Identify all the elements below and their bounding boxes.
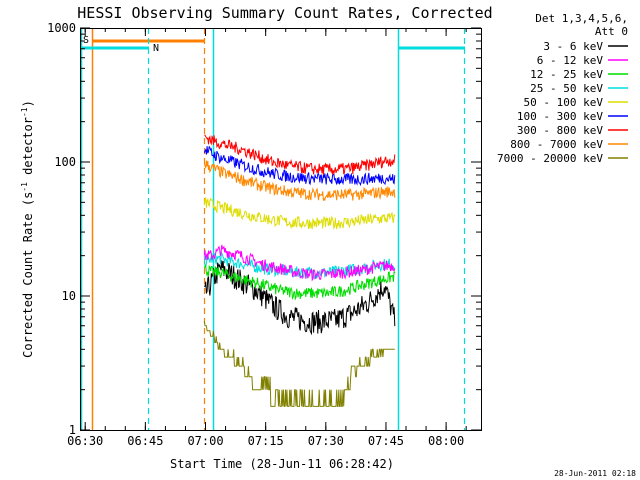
y-tick-label: 100 — [54, 155, 76, 169]
series-line — [203, 160, 396, 202]
x-tick-label: 07:15 — [248, 434, 284, 448]
legend-label: 25 - 50 keV — [530, 82, 603, 95]
y-tick-label: 1000 — [47, 21, 76, 35]
y-tick-label: 10 — [62, 289, 76, 303]
series-line — [203, 263, 396, 301]
x-axis-label: Start Time (28-Jun-11 06:28:42) — [170, 457, 394, 471]
legend-label: 6 - 12 keV — [537, 54, 604, 67]
chart-title: HESSI Observing Summary Count Rates, Cor… — [77, 4, 492, 22]
x-tick-label: 07:00 — [187, 434, 223, 448]
series-line — [203, 321, 395, 407]
series-layer — [203, 134, 396, 407]
axes: 06:30 06:45 07:00 07:15 07:30 07:45 08:00 1 10 10… — [47, 21, 481, 448]
y-axis-label: Corrected Count Rate (s-1 detector-1) — [20, 100, 35, 358]
series-line — [204, 260, 396, 336]
x-tick-label: 08:00 — [428, 434, 464, 448]
legend-label: 100 - 300 keV — [517, 110, 603, 123]
legend-label: 800 - 7000 keV — [510, 138, 603, 151]
x-tick-label: 07:45 — [368, 434, 404, 448]
legend-label: 3 - 6 keV — [543, 40, 603, 53]
saa-marker-label: S — [83, 35, 89, 46]
legend-header-line-2: Att 0 — [595, 25, 628, 38]
night-marker-label: N — [153, 43, 159, 54]
legend-label: 300 - 800 keV — [517, 124, 603, 137]
observing-bands: SN — [80, 28, 466, 430]
x-tick-label: 06:45 — [127, 434, 163, 448]
x-tick-label: 06:30 — [67, 434, 103, 448]
legend-label: 7000 - 20000 keV — [497, 152, 603, 165]
series-line — [204, 134, 396, 176]
series-line — [203, 145, 396, 187]
plot-frame — [80, 28, 482, 431]
legend-label: 50 - 100 keV — [524, 96, 604, 109]
x-tick-label: 07:30 — [308, 434, 344, 448]
series-line — [203, 197, 396, 230]
generation-timestamp: 28-Jun-2011 02:18 — [554, 469, 636, 478]
series-line — [203, 244, 396, 282]
legend-header-line-1: Det 1,3,4,5,6, — [535, 12, 628, 25]
legend-label: 12 - 25 keV — [530, 68, 603, 81]
y-tick-label: 1 — [69, 423, 76, 437]
